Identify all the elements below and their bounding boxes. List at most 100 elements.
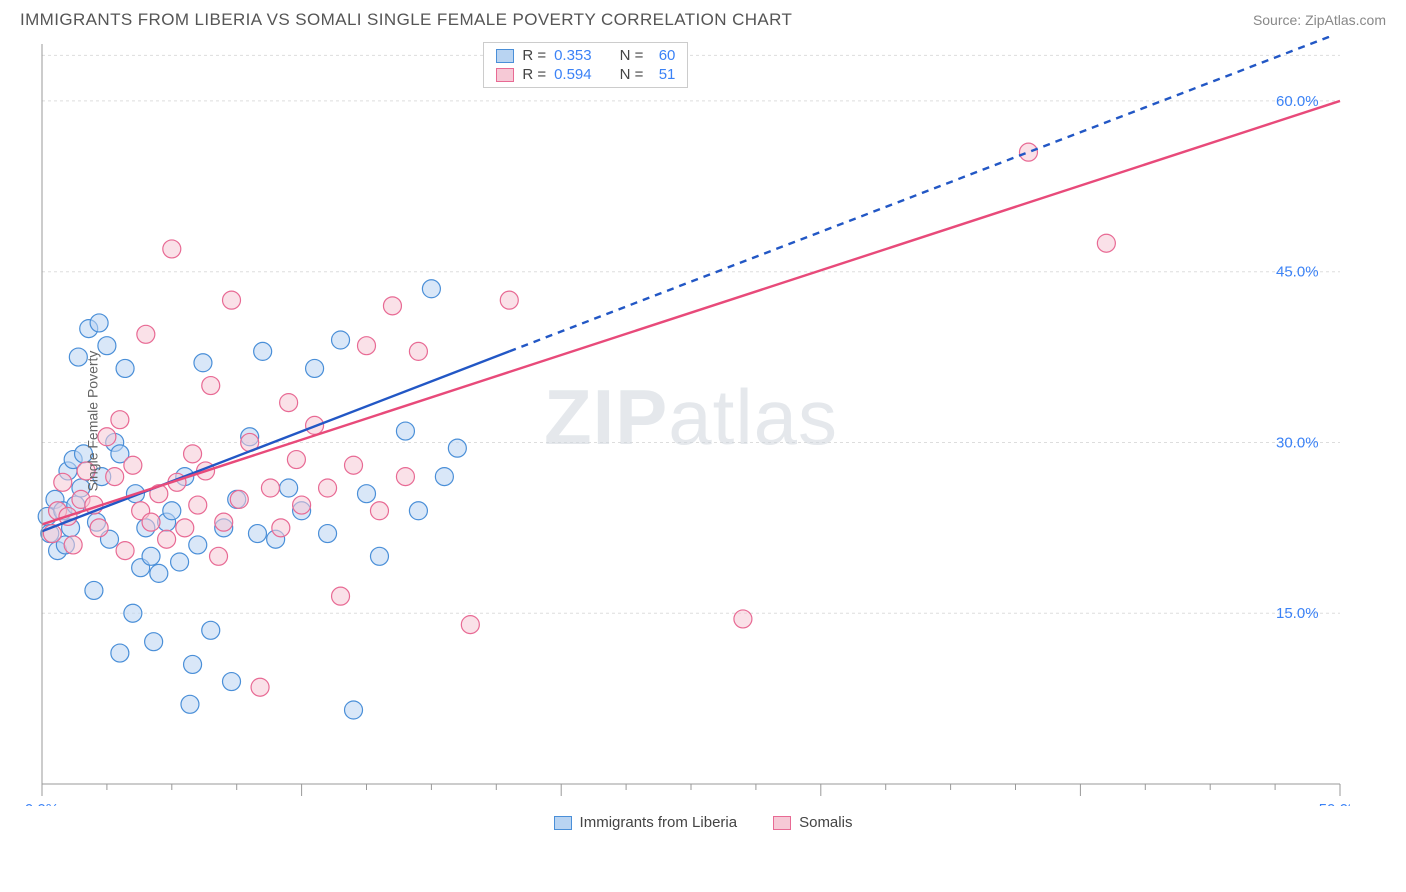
data-point [189, 496, 207, 514]
chart-area: Single Female Poverty 15.0% 30.0% 45.0% 60.… [20, 36, 1386, 806]
legend-r-label: R = [522, 47, 546, 64]
data-point [248, 525, 266, 543]
data-point [145, 633, 163, 651]
data-point [358, 337, 376, 355]
data-point [223, 673, 241, 691]
data-point [345, 701, 363, 719]
data-point [142, 513, 160, 531]
data-point [158, 530, 176, 548]
data-point [1097, 234, 1115, 252]
data-point [64, 536, 82, 554]
data-point [396, 422, 414, 440]
data-point [287, 451, 305, 469]
y-tick-label: 15.0% [1276, 605, 1319, 622]
data-point [181, 695, 199, 713]
data-point [106, 468, 124, 486]
data-point [98, 337, 116, 355]
series-legend-item: Immigrants from Liberia [554, 814, 738, 831]
data-point [293, 496, 311, 514]
y-axis-label: Single Female Poverty [84, 351, 100, 492]
data-point [90, 314, 108, 332]
data-point [150, 564, 168, 582]
correlation-legend-row: R =0.353N =60 [484, 46, 687, 65]
series-legend-label: Immigrants from Liberia [580, 814, 738, 831]
data-point [332, 331, 350, 349]
data-point [176, 519, 194, 537]
correlation-legend: R =0.353N =60R =0.594N =51 [483, 42, 688, 88]
data-point [280, 394, 298, 412]
data-point [435, 468, 453, 486]
data-point [142, 547, 160, 565]
data-point [230, 490, 248, 508]
series-legend: Immigrants from Liberia Somalis [0, 806, 1406, 831]
data-point [111, 644, 129, 662]
legend-r-label: R = [522, 66, 546, 83]
series-legend-label: Somalis [799, 814, 852, 831]
data-point [171, 553, 189, 571]
data-point [184, 655, 202, 673]
legend-swatch [496, 49, 514, 63]
legend-swatch [496, 68, 514, 82]
data-point [396, 468, 414, 486]
data-point [422, 280, 440, 298]
data-point [54, 473, 72, 491]
legend-swatch [773, 816, 791, 830]
y-tick-label: 30.0% [1276, 434, 1319, 451]
data-point [124, 604, 142, 622]
data-point [124, 456, 142, 474]
data-point [111, 411, 129, 429]
x-tick-label: 0.0% [25, 801, 59, 806]
data-point [345, 456, 363, 474]
legend-r-value: 0.353 [554, 47, 592, 64]
scatter-chart: 15.0% 30.0% 45.0% 60.0% ZIPatlas 0.0% 50.0% [20, 36, 1350, 806]
data-point [189, 536, 207, 554]
data-point [184, 445, 202, 463]
data-point [116, 359, 134, 377]
data-point [500, 291, 518, 309]
y-tick-label: 60.0% [1276, 93, 1319, 110]
data-point [370, 502, 388, 520]
data-point [332, 587, 350, 605]
y-tick-label: 45.0% [1276, 264, 1319, 281]
data-point [215, 513, 233, 531]
data-point [409, 502, 427, 520]
data-point [163, 240, 181, 258]
data-point [383, 297, 401, 315]
legend-n-label: N = [620, 47, 644, 64]
data-point [163, 502, 181, 520]
legend-n-value: 51 [651, 66, 675, 83]
chart-header: IMMIGRANTS FROM LIBERIA VS SOMALI SINGLE… [0, 0, 1406, 36]
data-point [734, 610, 752, 628]
data-point [461, 616, 479, 634]
data-point [202, 377, 220, 395]
data-point [116, 542, 134, 560]
chart-title: IMMIGRANTS FROM LIBERIA VS SOMALI SINGLE… [20, 10, 792, 30]
data-point [137, 325, 155, 343]
watermark: ZIPatlas [544, 373, 838, 461]
legend-swatch [554, 816, 572, 830]
data-point [210, 547, 228, 565]
data-point [98, 428, 116, 446]
data-point [272, 519, 290, 537]
data-point [85, 581, 103, 599]
data-point [280, 479, 298, 497]
data-point [448, 439, 466, 457]
data-point [261, 479, 279, 497]
data-point [254, 342, 272, 360]
data-point [251, 678, 269, 696]
chart-source: Source: ZipAtlas.com [1253, 12, 1386, 28]
data-point [370, 547, 388, 565]
data-point [223, 291, 241, 309]
data-point [358, 485, 376, 503]
data-point [202, 621, 220, 639]
data-point [409, 342, 427, 360]
legend-r-value: 0.594 [554, 66, 592, 83]
data-point [90, 519, 108, 537]
data-point [194, 354, 212, 372]
series-legend-item: Somalis [773, 814, 852, 831]
data-point [319, 525, 337, 543]
data-point [1019, 143, 1037, 161]
correlation-legend-row: R = 0.594 N = 51 [484, 65, 687, 84]
x-tick-label: 50.0% [1319, 801, 1350, 806]
legend-n-label: N = [620, 66, 644, 83]
